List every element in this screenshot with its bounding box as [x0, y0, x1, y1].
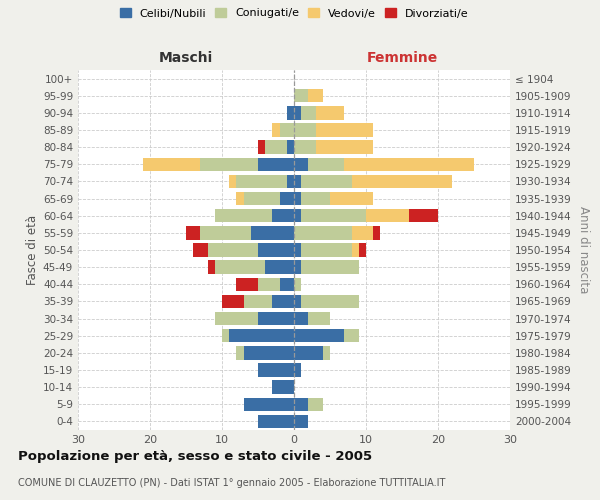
Bar	[236, 192, 244, 205]
Bar	[294, 398, 308, 411]
Bar	[258, 312, 294, 326]
Bar	[244, 192, 280, 205]
Bar	[359, 244, 366, 256]
Bar	[143, 158, 200, 171]
Bar	[258, 414, 294, 428]
Bar	[229, 174, 236, 188]
Bar	[294, 364, 301, 376]
Bar	[344, 158, 474, 171]
Bar	[294, 414, 308, 428]
Bar	[208, 260, 215, 274]
Bar	[265, 260, 294, 274]
Bar	[208, 244, 258, 256]
Bar	[258, 364, 294, 376]
Bar	[258, 244, 294, 256]
Bar	[280, 124, 294, 136]
Bar	[301, 106, 316, 120]
Bar	[258, 140, 265, 154]
Bar	[316, 124, 373, 136]
Bar	[272, 380, 294, 394]
Bar	[244, 294, 272, 308]
Bar	[215, 260, 265, 274]
Bar	[236, 346, 244, 360]
Bar	[236, 174, 287, 188]
Text: Maschi: Maschi	[159, 51, 213, 65]
Bar	[294, 192, 301, 205]
Bar	[294, 329, 344, 342]
Bar	[294, 244, 301, 256]
Y-axis label: Anni di nascita: Anni di nascita	[577, 206, 590, 294]
Text: COMUNE DI CLAUZETTO (PN) - Dati ISTAT 1° gennaio 2005 - Elaborazione TUTTITALIA.: COMUNE DI CLAUZETTO (PN) - Dati ISTAT 1°…	[18, 478, 445, 488]
Bar	[308, 158, 344, 171]
Legend: Celibi/Nubili, Coniugati/e, Vedovi/e, Divorziati/e: Celibi/Nubili, Coniugati/e, Vedovi/e, Di…	[119, 8, 469, 18]
Bar	[258, 278, 280, 291]
Bar	[301, 244, 352, 256]
Bar	[308, 398, 323, 411]
Bar	[200, 226, 251, 239]
Bar	[280, 278, 294, 291]
Bar	[215, 312, 258, 326]
Bar	[352, 226, 373, 239]
Bar	[287, 140, 294, 154]
Bar	[294, 124, 316, 136]
Bar	[294, 294, 301, 308]
Bar	[244, 398, 294, 411]
Bar	[294, 260, 301, 274]
Bar	[186, 226, 200, 239]
Bar	[251, 226, 294, 239]
Bar	[316, 140, 373, 154]
Bar	[308, 312, 330, 326]
Bar	[316, 106, 344, 120]
Bar	[294, 89, 308, 102]
Bar	[352, 244, 359, 256]
Bar	[409, 209, 438, 222]
Bar	[294, 106, 301, 120]
Bar	[294, 226, 352, 239]
Bar	[244, 346, 294, 360]
Bar	[215, 209, 272, 222]
Bar	[294, 209, 301, 222]
Bar	[301, 174, 352, 188]
Bar	[236, 278, 258, 291]
Bar	[200, 158, 258, 171]
Text: Femmine: Femmine	[367, 51, 437, 65]
Bar	[287, 106, 294, 120]
Bar	[294, 174, 301, 188]
Bar	[222, 294, 244, 308]
Bar	[294, 278, 301, 291]
Bar	[294, 140, 316, 154]
Bar	[272, 124, 280, 136]
Bar	[301, 209, 366, 222]
Bar	[222, 329, 229, 342]
Bar	[301, 192, 330, 205]
Bar	[366, 209, 409, 222]
Bar	[373, 226, 380, 239]
Text: Popolazione per età, sesso e stato civile - 2005: Popolazione per età, sesso e stato civil…	[18, 450, 372, 463]
Bar	[280, 192, 294, 205]
Bar	[294, 312, 308, 326]
Bar	[301, 294, 359, 308]
Bar	[301, 260, 359, 274]
Bar	[330, 192, 373, 205]
Bar	[272, 209, 294, 222]
Y-axis label: Fasce di età: Fasce di età	[26, 215, 39, 285]
Bar	[294, 346, 323, 360]
Bar	[193, 244, 208, 256]
Bar	[352, 174, 452, 188]
Bar	[258, 158, 294, 171]
Bar	[323, 346, 330, 360]
Bar	[229, 329, 294, 342]
Bar	[308, 89, 323, 102]
Bar	[265, 140, 287, 154]
Bar	[287, 174, 294, 188]
Bar	[294, 158, 308, 171]
Bar	[344, 329, 359, 342]
Bar	[272, 294, 294, 308]
